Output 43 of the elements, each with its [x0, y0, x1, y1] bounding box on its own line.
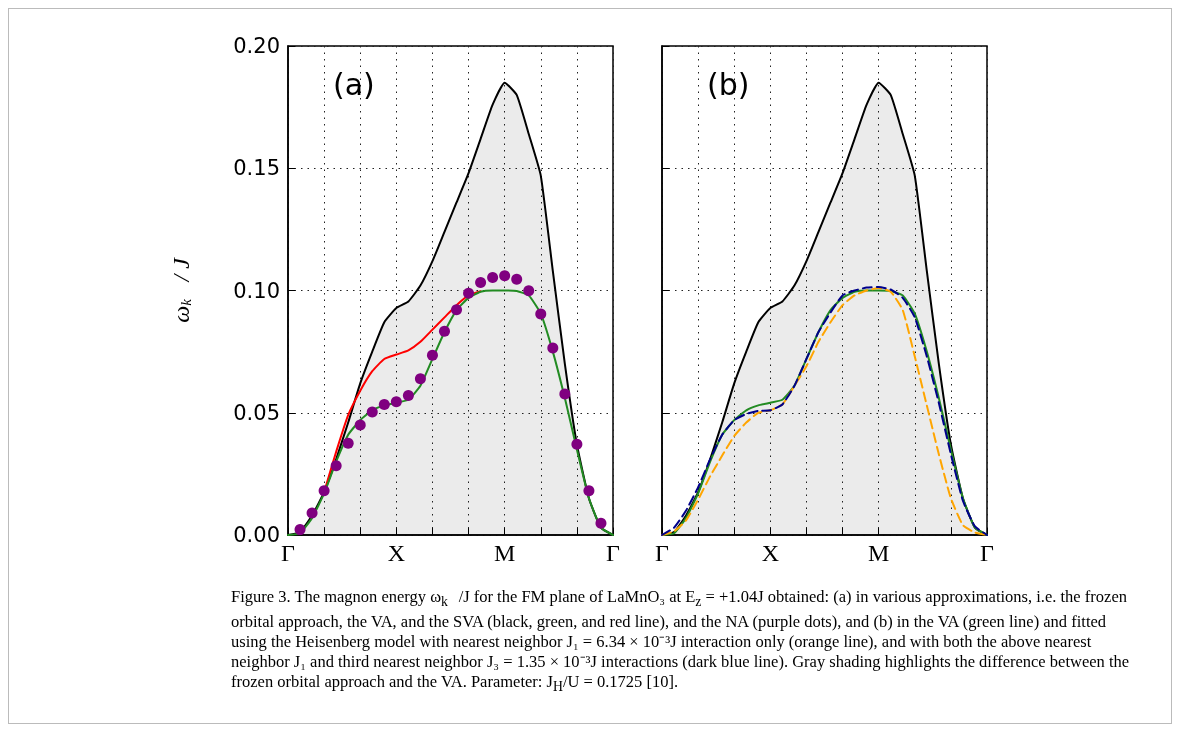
text: (b): [707, 66, 750, 102]
x-tick-label: Γ: [980, 540, 995, 566]
point: [547, 342, 559, 354]
x-tick-label: X: [387, 540, 406, 566]
point: [318, 485, 330, 497]
y-tick-label: 0.15: [233, 156, 280, 181]
y-tick-label: 0.10: [233, 278, 280, 303]
point: [475, 276, 487, 288]
point: [511, 273, 523, 285]
y-axis-title: ωk⃗ / J: [168, 256, 194, 323]
point: [463, 287, 475, 299]
x-tick-label: M: [493, 540, 516, 566]
point: [426, 349, 438, 361]
point: [535, 308, 547, 320]
point: [571, 438, 583, 450]
point: [294, 524, 306, 536]
x-tick-label: Γ: [281, 540, 296, 566]
point: [438, 325, 450, 337]
point: [523, 285, 535, 297]
point: [583, 485, 595, 497]
point: [499, 270, 511, 282]
point: [378, 398, 390, 410]
point: [390, 396, 402, 408]
point: [330, 460, 342, 472]
point: [306, 507, 318, 519]
point: [402, 389, 414, 401]
x-tick-label: Γ: [606, 540, 621, 566]
point: [414, 373, 426, 385]
text: Figure 3. The magnon energy ω$_{k⃗}$/J for the FM plane of LaMnO₃ at E$_{z}$ = +1.04J obtained: (a) in various approximations, i.e. the frozen orbital approach, the VA, and the SVA (black, green, and red line), and the NA (purple dots), and (b) in the VA (green line) and fitted using the Heisenberg model with nearest neighbor J₁ = 6.34 × 10⁻³J interaction only (orange line), and with both the above nearest neighbor J₁ and third nearest neighbor J₃ = 1.35 × 10⁻³J interactions (dark blue line). Gray shading highlights the difference between the frozen orbital approach and the VA. Parameter: J$_{H}$/U = 0.1725 [10].: [231, 587, 1130, 695]
x-tick-label: M: [867, 540, 890, 566]
x-tick-label: X: [761, 540, 780, 566]
point: [595, 517, 607, 529]
point: [487, 272, 499, 284]
y-tick-label: 0.00: [233, 523, 280, 547]
point: [559, 388, 571, 400]
text: (a): [333, 66, 375, 102]
point: [342, 437, 354, 449]
x-tick-label: Γ: [655, 540, 670, 566]
point: [354, 419, 366, 431]
y-tick-label: 0.05: [233, 400, 280, 425]
point: [451, 304, 463, 316]
y-tick-label: 0.20: [233, 34, 280, 58]
point: [366, 406, 378, 418]
